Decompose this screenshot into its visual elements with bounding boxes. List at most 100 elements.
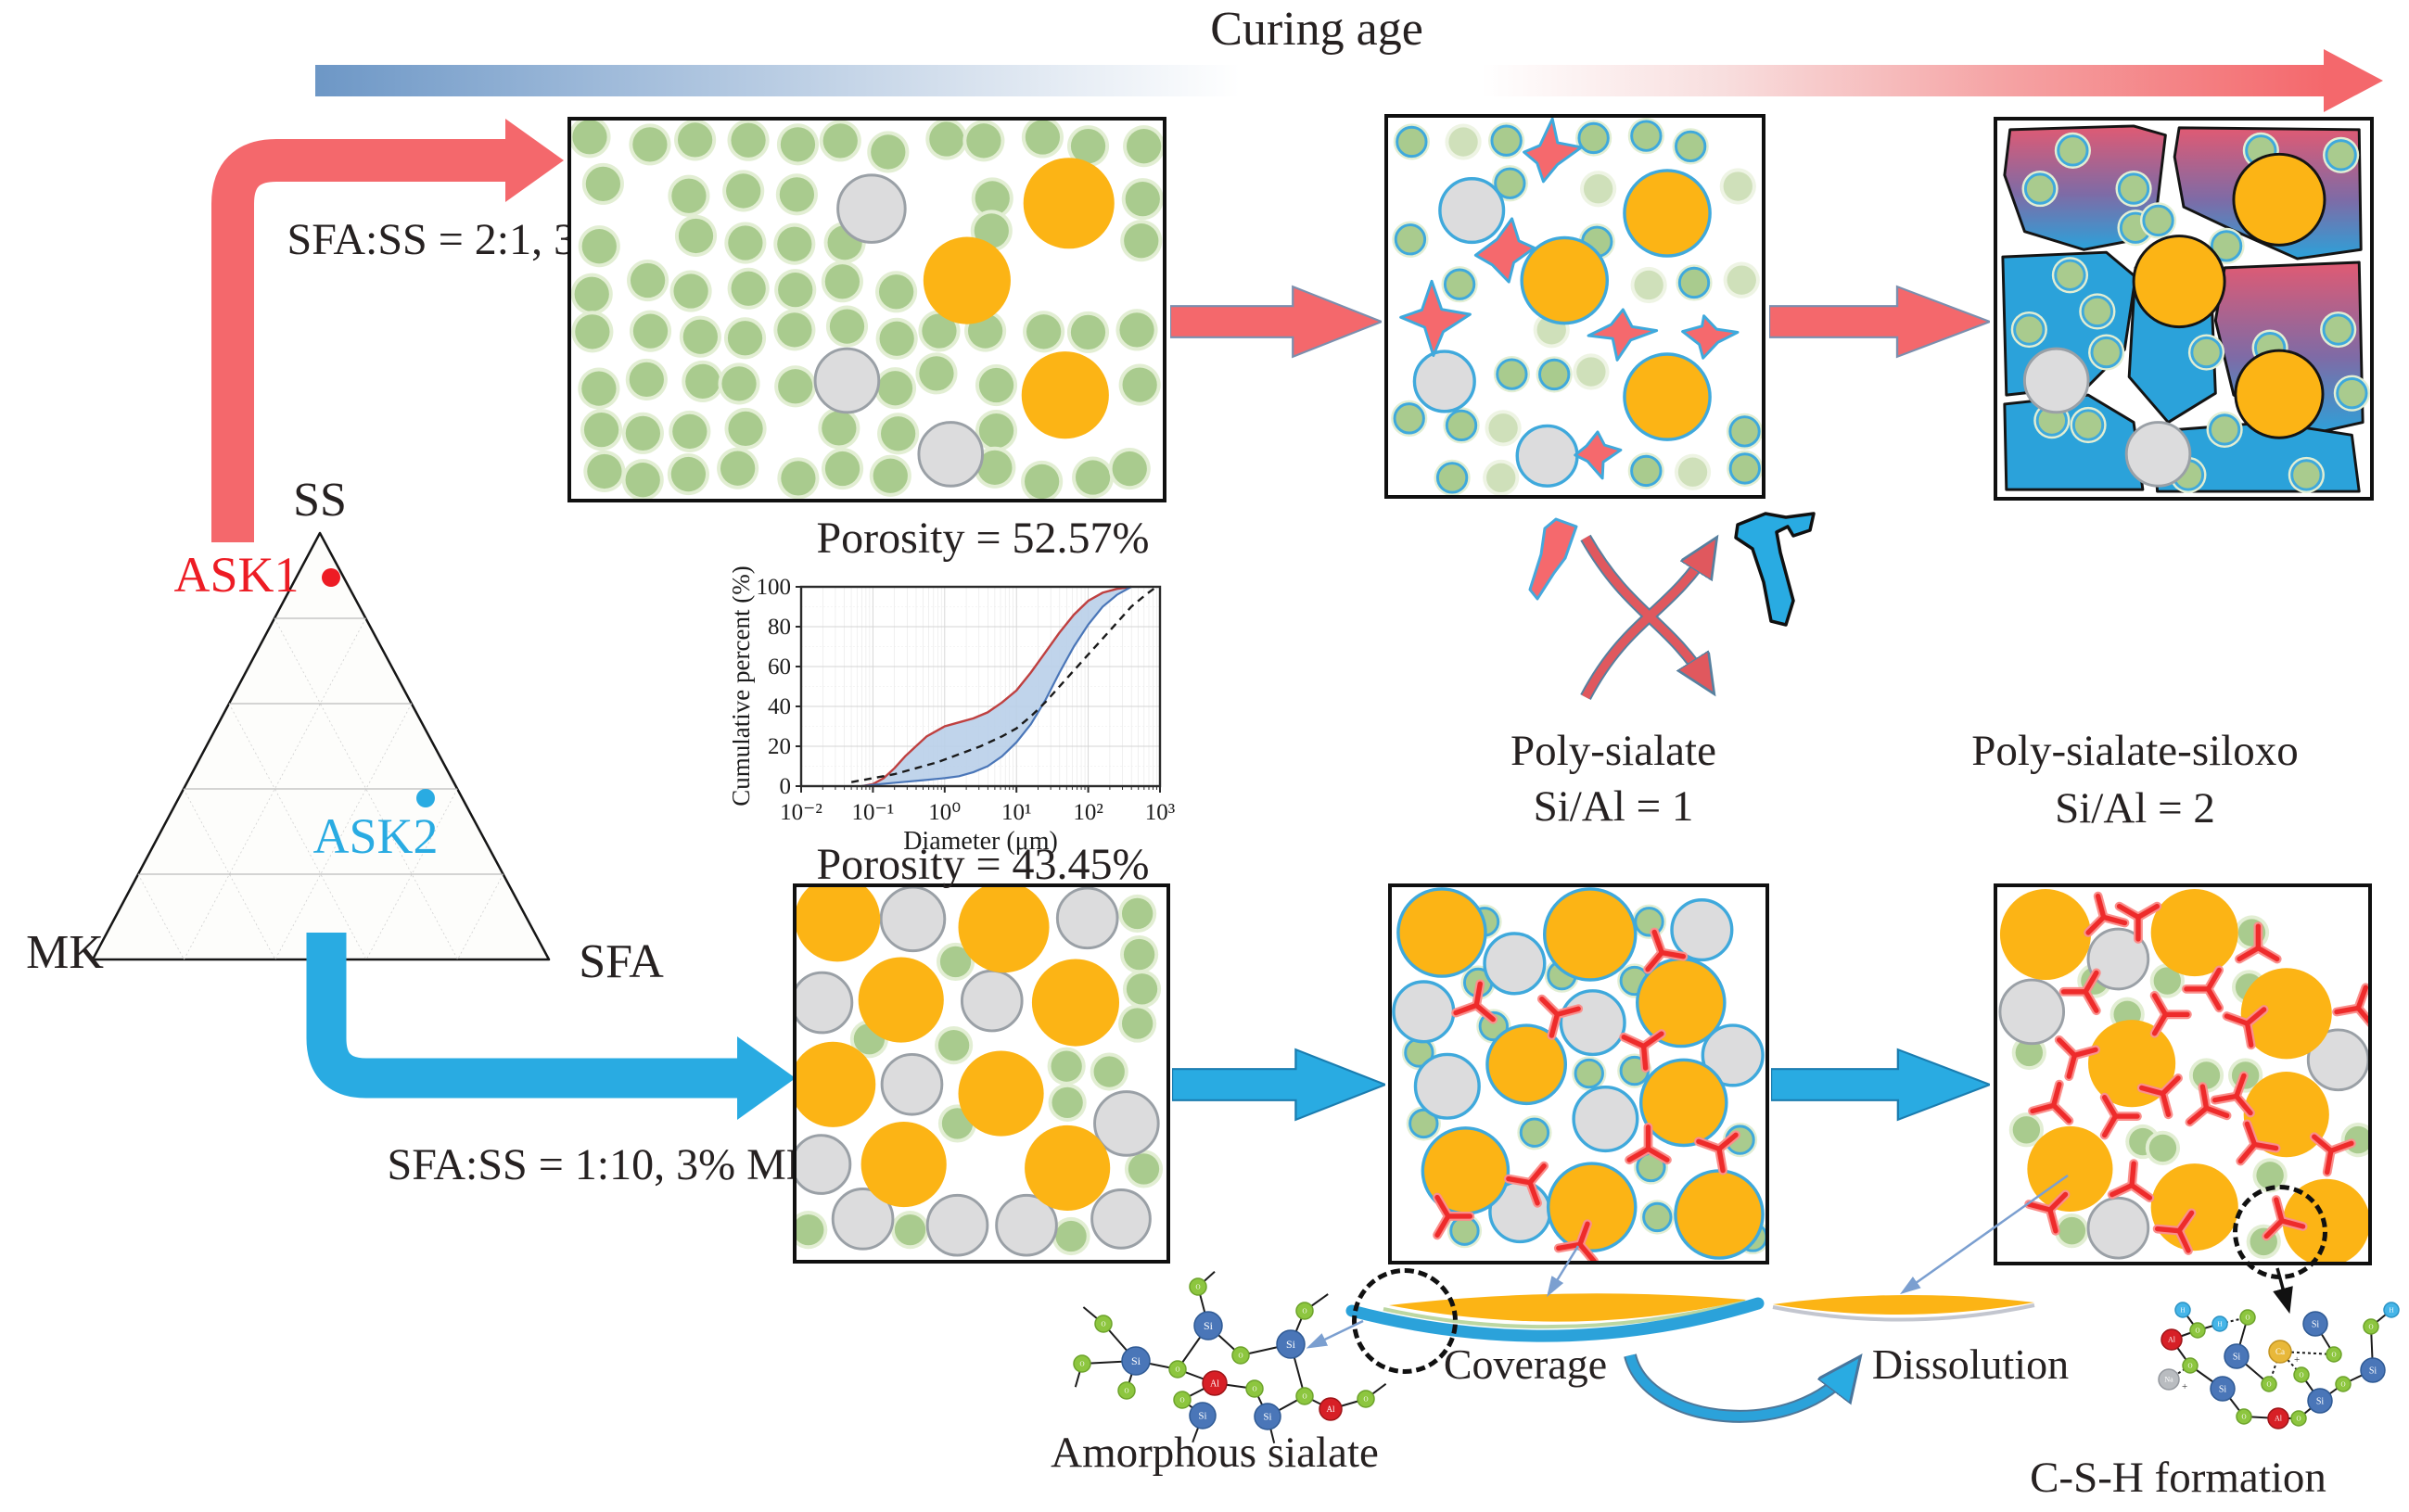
- svg-text:Si: Si: [2312, 1319, 2320, 1329]
- poly-sialate-label-line2: Si/Al = 1: [1533, 782, 1694, 831]
- svg-text:H: H: [2217, 1320, 2222, 1328]
- svg-text:O: O: [1302, 1307, 1306, 1315]
- arrow-bottom-1-icon: [1172, 1048, 1385, 1122]
- arrow-bottom-2-icon: [1771, 1048, 1990, 1122]
- svg-text:Si: Si: [1131, 1354, 1141, 1367]
- porosity-ask2-label: Porosity = 43.45%: [816, 840, 1150, 889]
- chart-axis-labels: 0 20 40 60 80 100 10⁻² 10⁻¹ 10⁰ 10¹ 10² 10³: [757, 575, 1176, 825]
- svg-text:Al: Al: [2168, 1336, 2176, 1344]
- svg-text:O: O: [1175, 1366, 1179, 1373]
- magnifier-circle-coverage: [1352, 1268, 1458, 1374]
- svg-text:Cumulative percent (%): Cumulative percent (%): [733, 565, 755, 806]
- amorphous-sialate-label: Amorphous sialate: [1051, 1429, 1379, 1477]
- ternary-top-label: SS: [293, 474, 347, 527]
- svg-text:Diameter (μm): Diameter (μm): [903, 827, 1058, 856]
- amorphous-sialate-molecule: O Si O Si O O Si O O Al O Si O Si O Al O O: [1073, 1271, 1387, 1444]
- panel-to-dissolution-arrow: [1899, 1174, 2069, 1295]
- gray-particles: [813, 173, 985, 488]
- svg-text:40: 40: [768, 694, 791, 719]
- svg-text:O: O: [1101, 1320, 1105, 1328]
- cash-crystals: [1433, 927, 1740, 1261]
- svg-text:Si: Si: [2233, 1352, 2241, 1362]
- yellow-particles: [1396, 887, 1765, 1260]
- cash-crystals: [2024, 891, 2368, 1255]
- svg-text:O: O: [2368, 1323, 2373, 1330]
- panel-ask2-stage1-graphic: [797, 887, 1164, 1257]
- yellow-particles: [923, 158, 1115, 439]
- svg-text:+: +: [2182, 1381, 2187, 1392]
- svg-text:+: +: [2294, 1354, 2300, 1366]
- arrow-top-2-icon: [1769, 285, 1990, 359]
- svg-text:Si: Si: [2219, 1384, 2227, 1394]
- svg-text:Al: Al: [2275, 1415, 2283, 1423]
- svg-text:O: O: [2340, 1380, 2345, 1388]
- series-dashed: [850, 586, 1157, 783]
- svg-text:10¹: 10¹: [1001, 800, 1032, 825]
- panel-ask1-stage3-graphic: [2001, 124, 2370, 494]
- gray-particles: [2022, 347, 2192, 488]
- ternary-right-label: SFA: [579, 935, 664, 988]
- gray-particles: [1998, 927, 2368, 1260]
- yellow-particles: [1520, 169, 1712, 441]
- green-particles: [2010, 132, 2370, 494]
- ask2-label: ASK2: [312, 808, 439, 864]
- route2-blue-arrow: [306, 933, 796, 1120]
- svg-text:O: O: [1124, 1387, 1128, 1394]
- route2-label: SFA:SS = 1:10, 3% MK: [387, 1140, 819, 1189]
- svg-text:O: O: [1252, 1385, 1256, 1392]
- svg-text:Si: Si: [1286, 1338, 1296, 1351]
- curing-age-arrowhead-icon: [2324, 49, 2383, 112]
- dissolution-lens-icon: [1772, 1294, 2035, 1322]
- poly-sialate-siloxo-label-line1: Poly-sialate-siloxo: [1971, 727, 2299, 775]
- poly-sialate-label-line1: Poly-sialate: [1510, 727, 1716, 775]
- green-particles: [571, 121, 1163, 499]
- ternary-left-label: MK: [26, 926, 104, 979]
- circle-to-molecule-arrow: [1306, 1319, 1364, 1349]
- circle-to-csh-arrow: [2273, 1267, 2293, 1315]
- svg-text:10²: 10²: [1073, 800, 1103, 825]
- csh-formation-label: C-S-H formation: [2030, 1454, 2326, 1502]
- panel-ask2-stage1: [793, 883, 1170, 1264]
- route1-red-arrow: [211, 119, 564, 542]
- svg-text:0: 0: [780, 774, 792, 799]
- svg-text:O: O: [2331, 1351, 2336, 1358]
- panel-ask2-stage3-graphic: [1998, 889, 2368, 1262]
- gray-particles: [797, 887, 1160, 1257]
- svg-text:O: O: [2241, 1413, 2246, 1420]
- porosity-ask1-label: Porosity = 52.57%: [816, 514, 1150, 563]
- series-upper-red: [861, 585, 1132, 788]
- svg-text:60: 60: [768, 654, 791, 680]
- panel-ask2-stage2-graphic: [1392, 887, 1765, 1261]
- ask1-label: ASK1: [173, 547, 300, 603]
- svg-text:O: O: [2187, 1362, 2192, 1369]
- csh-molecule: H O H O Al Na O Si Si O Al O Ca O O Si O Si O Si O H + +: [2158, 1302, 2400, 1429]
- coverage-to-dissolution-arrow: [1624, 1353, 1874, 1423]
- panel-to-coverage-arrow: [1547, 1245, 1580, 1298]
- ternary-diagram: [91, 531, 551, 961]
- svg-text:80: 80: [768, 615, 791, 640]
- svg-text:10⁻¹: 10⁻¹: [852, 800, 895, 825]
- poly-sialate-siloxo-label-line2: Si/Al = 2: [2055, 784, 2215, 832]
- svg-text:100: 100: [757, 575, 792, 600]
- panel-ask1-stage2-graphic: [1391, 118, 1762, 495]
- svg-text:O: O: [2195, 1327, 2199, 1334]
- svg-text:Si: Si: [1204, 1319, 1214, 1332]
- coverage-label: Coverage: [1443, 1340, 1608, 1388]
- svg-text:O: O: [2245, 1314, 2250, 1321]
- svg-text:H: H: [2389, 1306, 2393, 1314]
- ask1-point: [322, 568, 340, 587]
- svg-text:10⁻²: 10⁻²: [780, 800, 822, 825]
- svg-text:Si: Si: [2316, 1396, 2325, 1406]
- panel-ask1-stage3: [1994, 117, 2374, 501]
- panel-ask1-stage2: [1384, 114, 1765, 499]
- svg-text:O: O: [1302, 1392, 1306, 1400]
- panel-ask1-stage1: [567, 117, 1166, 502]
- svg-text:Si: Si: [1263, 1412, 1271, 1423]
- ask2-point: [416, 789, 435, 807]
- curing-age-gradient-bar: [315, 65, 2326, 96]
- ternary-gridlines: [137, 617, 503, 960]
- svg-text:O: O: [1179, 1396, 1184, 1404]
- series-lower-blue: [861, 586, 1132, 788]
- svg-text:O: O: [2299, 1371, 2303, 1379]
